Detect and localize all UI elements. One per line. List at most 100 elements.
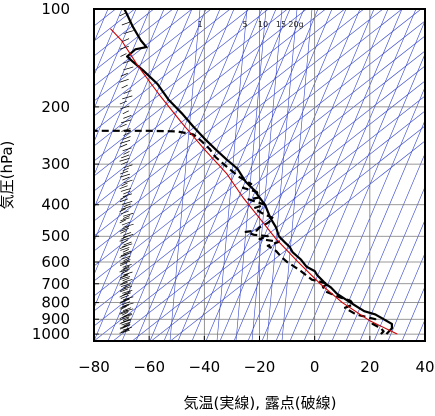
- isotherm-line: [219, 9, 361, 341]
- mixing-ratio-label: 1: [197, 20, 202, 29]
- isotherm-line: [94, 9, 137, 110]
- wind-barb: [122, 193, 132, 198]
- wind-barb: [119, 260, 131, 265]
- wind-barb: [123, 322, 130, 327]
- wind-barb: [123, 90, 132, 94]
- wind-barb: [122, 307, 132, 311]
- wind-barb: [120, 53, 127, 57]
- isotherm-line: [94, 9, 179, 209]
- wind-barb: [119, 281, 128, 286]
- wind-barb: [121, 182, 128, 187]
- grid-lines: 1 5 10 15 20g: [93, 8, 426, 341]
- wind-barb: [119, 185, 128, 190]
- wind-barb: [121, 38, 130, 42]
- y-tick-label: 100: [41, 0, 70, 18]
- series-dew_point: [94, 129, 385, 335]
- wind-barb: [122, 215, 131, 219]
- isotherm-line: [163, 9, 305, 341]
- wind-barb: [123, 241, 132, 246]
- isotherm-line: [94, 9, 193, 243]
- wind-barb: [123, 203, 131, 208]
- wind-barb: [121, 280, 128, 285]
- mixing-ratio-label: 20g: [288, 20, 303, 29]
- wind-barb: [122, 289, 133, 294]
- wind-barb: [123, 151, 130, 155]
- isotherm-line: [191, 9, 333, 341]
- wind-barb: [123, 250, 132, 255]
- wind-barb: [119, 304, 129, 309]
- wind-barb: [122, 297, 131, 302]
- y-tick-label: 800: [41, 294, 70, 312]
- wind-barb: [119, 254, 127, 258]
- mixing-ratio-line: [281, 9, 313, 341]
- y-tick-label: 200: [41, 98, 70, 116]
- wind-barb: [120, 306, 127, 310]
- wind-barb: [123, 284, 131, 289]
- wind-barb: [119, 45, 129, 50]
- wind-barb: [122, 60, 132, 64]
- wind-barb: [122, 110, 129, 115]
- isotherm-line: [247, 9, 389, 341]
- wind-barb: [120, 210, 129, 215]
- wind-barb: [122, 232, 132, 236]
- wind-barb: [119, 300, 126, 304]
- wind-barb: [121, 154, 130, 159]
- wind-barb: [121, 225, 130, 230]
- wind-barb: [121, 303, 130, 308]
- wind-barb: [123, 66, 134, 71]
- wind-barb: [123, 223, 134, 228]
- wind-barb: [122, 136, 131, 140]
- wind-barb: [119, 245, 127, 249]
- wind-barb: [120, 287, 127, 291]
- wind-barb: [122, 263, 132, 268]
- wind-barb: [119, 12, 126, 17]
- isotherm-line: [149, 9, 291, 341]
- wind-barb: [120, 309, 128, 314]
- wind-barb: [123, 318, 132, 323]
- x-tick-label: 40: [415, 358, 434, 376]
- wind-barb: [121, 221, 131, 226]
- wind-barb: [120, 247, 130, 251]
- y-tick-label: 500: [41, 227, 70, 245]
- wind-barb: [120, 72, 128, 77]
- wind-barb: [120, 262, 128, 267]
- wind-barb: [123, 291, 131, 295]
- wind-barbs: [119, 12, 134, 334]
- wind-barb: [119, 293, 126, 298]
- wind-barb: [119, 157, 130, 162]
- wind-barb: [120, 295, 129, 299]
- mixing-ratio-label: 15: [276, 20, 286, 29]
- wind-barb: [123, 265, 130, 270]
- wind-barb: [120, 235, 128, 240]
- mixing-ratio-line: [235, 9, 267, 341]
- mixing-ratio-line: [169, 9, 201, 341]
- x-tick-label: −20: [244, 358, 276, 376]
- series-reference_profile: [110, 28, 398, 335]
- mixing-ratio-line: [216, 9, 248, 341]
- wind-barb: [122, 248, 130, 253]
- isotherm-line: [94, 9, 207, 276]
- wind-barb: [119, 198, 128, 203]
- wind-barb: [122, 273, 129, 277]
- wind-barb: [119, 208, 126, 212]
- wind-barb: [122, 259, 131, 263]
- wind-barb: [123, 164, 133, 169]
- isotherm-line: [359, 186, 425, 341]
- wind-barb: [122, 167, 129, 172]
- wind-barb: [119, 276, 131, 280]
- wind-barb: [121, 255, 131, 260]
- x-tick-label: 0: [310, 358, 320, 376]
- wind-barb: [119, 140, 131, 144]
- mixing-ratio-line: [266, 9, 298, 341]
- wind-barb: [121, 161, 129, 165]
- wind-barb: [119, 329, 130, 334]
- isotherm-line: [387, 252, 425, 341]
- wind-barb: [122, 243, 133, 248]
- mixing-ratio-label: 5: [242, 20, 247, 29]
- wind-barb: [119, 288, 128, 293]
- mixing-ratio-line: [251, 9, 283, 341]
- wind-barb: [120, 119, 132, 124]
- wind-barb: [119, 123, 127, 128]
- x-tick-label: −40: [189, 358, 221, 376]
